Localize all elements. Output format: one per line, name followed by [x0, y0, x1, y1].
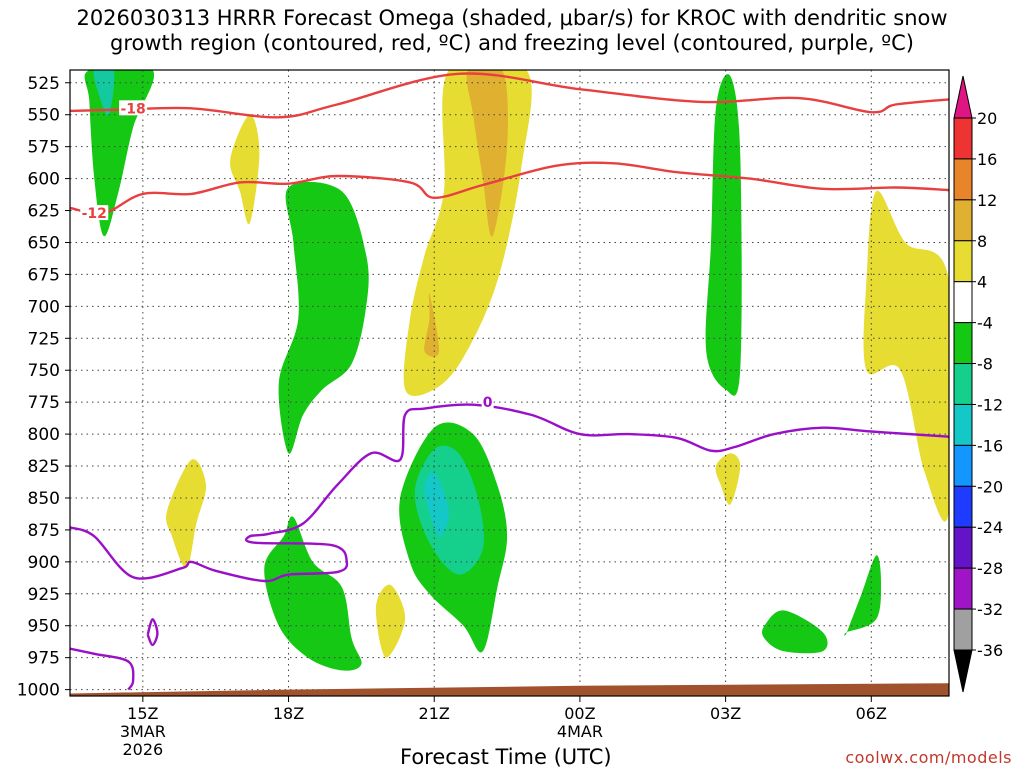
chart-title: 2026030313 HRRR Forecast Omega (shaded, …	[76, 6, 948, 55]
y-tick-label: 950	[28, 617, 60, 637]
plot-frame	[69, 69, 950, 697]
colorbar-label: -12	[977, 395, 1003, 414]
colorbar: 20 16 12 8 4 -4 -8 -12 -16 -20 -24 -28 -32 -36	[953, 75, 1003, 693]
colorbar-swatch	[953, 567, 973, 610]
contour-labels: -18 -12 0	[80, 100, 494, 411]
contour-line-1	[70, 161, 949, 215]
colorbar-above-arrow	[953, 75, 973, 119]
y-tick-label: 725	[28, 329, 60, 349]
contour-label: -18	[120, 101, 145, 117]
omega-region-green-3	[278, 181, 369, 454]
colorbar-label: 8	[977, 232, 987, 251]
y-tick-label: 975	[28, 649, 60, 669]
omega-region-yellow-15	[715, 453, 741, 505]
colorbar-swatch	[953, 199, 973, 242]
contour-label-bg	[481, 394, 494, 410]
colorbar-label: -16	[977, 436, 1003, 455]
colorbar-label: -28	[977, 559, 1003, 578]
y-tick-label: 525	[28, 74, 60, 94]
y-tick-label: 625	[28, 202, 60, 222]
credit-link[interactable]: coolwx.com/models	[845, 748, 1012, 767]
colorbar-swatch	[953, 240, 973, 283]
omega-region-orange-5	[466, 70, 508, 237]
y-tick-label: 600	[28, 170, 60, 190]
colorbar-swatch	[953, 117, 973, 160]
colorbar-label: -20	[977, 477, 1003, 496]
x-tick-label: 2026	[122, 740, 163, 759]
contour-label: 0	[483, 395, 493, 411]
colorbar-swatch	[953, 403, 973, 446]
y-axis: 525 550 575 600 625 650 675 700 725 750 775 800 825 8…	[17, 74, 70, 701]
x-axis-label: Forecast Time (UTC)	[400, 745, 612, 769]
colorbar-label: -4	[977, 314, 993, 333]
y-tick-label: 850	[28, 489, 60, 509]
colorbar-label: 12	[977, 191, 997, 210]
x-tick-label: 18Z	[273, 704, 304, 723]
omega-region-teal-1	[93, 70, 115, 116]
y-tick-label: 800	[28, 425, 60, 445]
x-tick-label: 00Z	[564, 704, 595, 723]
y-tick-label: 675	[28, 265, 60, 285]
colorbar-label: 20	[977, 109, 997, 128]
contour-line-3	[146, 618, 159, 647]
colorbar-label: -8	[977, 355, 993, 374]
terrain-band	[70, 683, 949, 696]
y-tick-label: 875	[28, 521, 60, 541]
x-tick-label: 15Z	[127, 704, 158, 723]
contour-line-4	[70, 647, 135, 691]
y-tick-label: 550	[28, 106, 60, 126]
colorbar-swatch	[953, 322, 973, 365]
colorbar-label: -32	[977, 600, 1003, 619]
y-tick-label: 1000	[17, 681, 60, 701]
colorbar-label: 16	[977, 150, 997, 169]
y-tick-label: 900	[28, 553, 60, 573]
colorbar-swatch	[953, 363, 973, 405]
contour-label-bg	[80, 205, 109, 221]
omega-region-orange-6	[424, 292, 440, 357]
y-tick-label: 650	[28, 233, 60, 253]
contour-line-0	[70, 72, 949, 119]
y-tick-label: 925	[28, 585, 60, 605]
x-tick-label: 03Z	[710, 704, 741, 723]
y-tick-label: 575	[28, 138, 60, 158]
colorbar-label: -24	[977, 518, 1003, 537]
colorbar-swatch	[953, 158, 973, 201]
omega-region-cyan-12	[424, 471, 449, 537]
x-tick-label: 3MAR	[120, 722, 166, 741]
y-tick-label: 775	[28, 393, 60, 413]
omega-region-yellow-9	[166, 459, 207, 569]
y-tick-label: 700	[28, 297, 60, 317]
omega-region-yellow-2	[230, 114, 260, 225]
contour-label-bg	[119, 100, 148, 116]
x-tick-label: 06Z	[856, 704, 887, 723]
colorbar-below-arrow	[953, 649, 973, 693]
y-tick-label: 750	[28, 361, 60, 381]
y-tick-label: 825	[28, 457, 60, 477]
contour-line-2	[70, 403, 949, 583]
omega-region-green-16	[762, 610, 828, 654]
x-tick-label: 4MAR	[557, 722, 603, 741]
colorbar-swatch	[953, 444, 973, 487]
contours	[70, 72, 949, 691]
colorbar-swatch	[953, 485, 973, 528]
x-tick-label: 21Z	[419, 704, 450, 723]
colorbar-label: 4	[977, 273, 987, 292]
terrain-layer	[70, 683, 949, 696]
omega-region-yellow-13	[375, 584, 406, 658]
colorbar-label: -36	[977, 641, 1003, 660]
colorbar-swatch	[953, 526, 973, 569]
omega-region-green-17	[844, 555, 882, 636]
contour-label: -12	[82, 206, 107, 222]
omega-region-yellow-8	[863, 190, 949, 522]
omega-region-green-7	[705, 74, 742, 396]
colorbar-swatch	[953, 608, 973, 651]
colorbar-swatch	[953, 281, 973, 324]
